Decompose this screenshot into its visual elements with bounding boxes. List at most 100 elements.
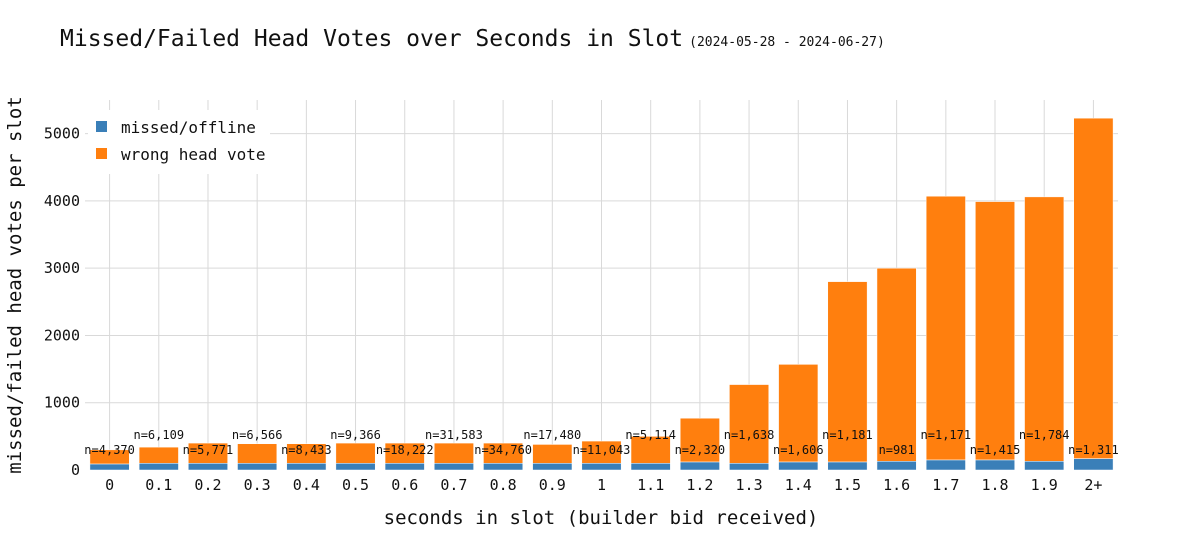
legend-swatch-missed [96, 121, 107, 132]
bar-missed-offline[interactable] [827, 461, 868, 471]
x-tick-label: 0.3 [244, 476, 271, 494]
sample-size-label: n=1,606 [773, 443, 824, 457]
x-tick-label: 0.8 [490, 476, 517, 494]
y-tick-label: 4000 [44, 192, 80, 210]
bar-wrong-head-vote[interactable] [89, 449, 130, 465]
legend-background [88, 110, 270, 174]
y-tick-label: 0 [71, 461, 80, 479]
x-tick-label: 1.8 [981, 476, 1008, 494]
bar-missed-offline[interactable] [89, 463, 130, 471]
sample-size-label: n=1,311 [1068, 443, 1119, 457]
bar-missed-offline[interactable] [483, 463, 524, 471]
bars [89, 117, 1114, 471]
y-tick-label: 1000 [44, 394, 80, 412]
bar-missed-offline[interactable] [237, 463, 278, 471]
bar-missed-offline[interactable] [729, 463, 769, 471]
bar-wrong-head-vote[interactable] [729, 384, 769, 464]
y-tick-label: 2000 [44, 326, 80, 344]
bar-missed-offline[interactable] [384, 463, 425, 471]
bar-wrong-head-vote[interactable] [532, 444, 573, 464]
sample-size-label: n=1,181 [822, 428, 873, 442]
bar-wrong-head-vote[interactable] [827, 281, 868, 463]
chart-title-main: Missed/Failed Head Votes over Seconds in… [60, 26, 684, 52]
bar-missed-offline[interactable] [975, 459, 1015, 471]
sample-size-label: n=1,171 [921, 428, 972, 442]
bar-missed-offline[interactable] [876, 461, 917, 471]
legend-label-missed: missed/offline [121, 118, 256, 137]
bar-wrong-head-vote[interactable] [483, 442, 524, 464]
sample-size-label: n=18,222 [376, 443, 434, 457]
x-axis-title: seconds in slot (builder bid received) [384, 507, 819, 529]
y-axis-title: missed/failed head votes per slot [4, 96, 26, 474]
bar-missed-offline[interactable] [188, 463, 228, 471]
sample-size-label: n=1,415 [970, 443, 1021, 457]
bar-missed-offline[interactable] [1073, 458, 1114, 471]
bar-missed-offline[interactable] [532, 463, 573, 471]
x-tick-label: 2+ [1084, 476, 1102, 494]
axis-ticks: 0 1000 2000 3000 4000 5000 0 0.1 0.2 0.3 0.4 0.5 0.6… [44, 125, 1103, 494]
bar-wrong-head-vote[interactable] [925, 195, 966, 461]
sample-size-label: n=2,320 [675, 443, 726, 457]
bar-missed-offline[interactable] [630, 463, 671, 471]
x-tick-label: 0.1 [145, 476, 172, 494]
sample-size-label: n=11,043 [573, 443, 631, 457]
bar-missed-offline[interactable] [335, 463, 376, 471]
x-tick-label: 1.6 [883, 476, 910, 494]
x-tick-label: 1.2 [686, 476, 713, 494]
bar-wrong-head-vote[interactable] [138, 446, 179, 464]
bar-wrong-head-vote[interactable] [335, 442, 376, 464]
x-tick-label: 1.3 [736, 476, 763, 494]
bar-missed-offline[interactable] [679, 461, 720, 471]
bar-wrong-head-vote[interactable] [1024, 196, 1065, 462]
x-tick-label: 1.9 [1031, 476, 1058, 494]
x-tick-label: 1.4 [785, 476, 812, 494]
sample-size-labels: n=4,370n=6,109n=5,771n=6,566n=8,433n=9,3… [84, 428, 1118, 457]
sample-size-label: n=5,114 [625, 428, 676, 442]
x-tick-label: 0.4 [293, 476, 320, 494]
x-tick-label: 1.1 [637, 476, 664, 494]
bar-wrong-head-vote[interactable] [434, 442, 474, 464]
x-tick-label: 1.7 [932, 476, 959, 494]
bar-wrong-head-vote[interactable] [286, 443, 327, 464]
bar-wrong-head-vote[interactable] [384, 442, 425, 464]
sample-size-label: n=8,433 [281, 443, 332, 457]
x-tick-label: 0.5 [342, 476, 369, 494]
bar-wrong-head-vote[interactable] [679, 417, 720, 463]
bar-wrong-head-vote[interactable] [237, 443, 278, 464]
bar-wrong-head-vote[interactable] [1073, 117, 1114, 459]
bar-missed-offline[interactable] [286, 463, 327, 471]
sample-size-label: n=6,566 [232, 428, 283, 442]
x-tick-label: 0.2 [194, 476, 221, 494]
sample-size-label: n=34,760 [474, 443, 532, 457]
chart-date-range: (2024-05-28 - 2024-06-27) [689, 35, 885, 50]
x-tick-label: 1 [597, 476, 606, 494]
bar-wrong-head-vote[interactable] [188, 442, 228, 464]
sample-size-label: n=6,109 [133, 428, 184, 442]
bar-wrong-head-vote[interactable] [975, 201, 1015, 461]
sample-size-label: n=5,771 [183, 443, 234, 457]
bar-wrong-head-vote[interactable] [630, 436, 671, 464]
sample-size-label: n=1,638 [724, 428, 775, 442]
chart-title: Missed/Failed Head Votes over Seconds in… [60, 26, 885, 52]
bar-missed-offline[interactable] [1024, 461, 1065, 471]
legend[interactable]: missed/offline wrong head vote [88, 110, 270, 174]
x-tick-label: 0.9 [539, 476, 566, 494]
x-tick-label: 1.5 [834, 476, 861, 494]
bar-missed-offline[interactable] [581, 463, 622, 471]
legend-label-wrong-head: wrong head vote [121, 145, 266, 164]
x-tick-label: 0.7 [440, 476, 467, 494]
x-tick-label: 0.6 [391, 476, 418, 494]
legend-swatch-wrong-head [96, 148, 107, 159]
bar-missed-offline[interactable] [778, 461, 819, 471]
sample-size-label: n=17,480 [523, 428, 581, 442]
sample-size-label: n=31,583 [425, 428, 483, 442]
bar-missed-offline[interactable] [138, 463, 179, 471]
bar-missed-offline[interactable] [925, 459, 966, 471]
sample-size-label: n=981 [879, 443, 915, 457]
sample-size-label: n=9,366 [330, 428, 381, 442]
bar-wrong-head-vote[interactable] [778, 364, 819, 463]
bar-wrong-head-vote[interactable] [581, 440, 622, 464]
bar-missed-offline[interactable] [434, 463, 474, 471]
bar-wrong-head-vote[interactable] [876, 267, 917, 462]
